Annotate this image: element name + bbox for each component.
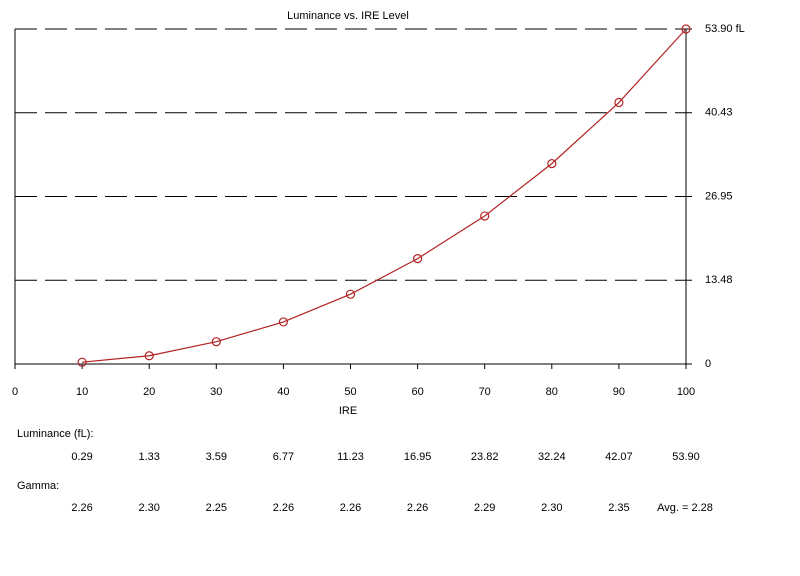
data-point [211,337,221,347]
gamma-average: Avg. = 2.28 [657,502,713,514]
gamma-value: 2.35 [608,502,629,514]
x-tick-label: 30 [210,386,222,398]
gamma-value: 2.30 [541,502,562,514]
data-point [413,254,423,264]
x-tick-label: 10 [76,386,88,398]
y-tick-label: 13.48 [705,274,733,286]
x-tick-label: 100 [677,386,695,398]
luminance-value: 53.90 [672,451,700,463]
luminance-value: 0.29 [71,451,92,463]
luminance-value: 11.23 [337,451,364,463]
x-tick-label: 60 [411,386,423,398]
x-tick-label: 50 [344,386,356,398]
luminance-value: 32.24 [538,451,566,463]
data-point [614,97,624,108]
data-point [77,357,87,367]
gamma-value: 2.26 [340,502,361,514]
x-tick-label: 40 [277,386,289,398]
x-tick-label: 0 [12,386,18,398]
gamma-value: 2.25 [206,502,227,514]
y-tick-label: 40.43 [705,107,733,119]
luminance-value: 16.95 [404,451,432,463]
luminance-value: 23.82 [471,451,499,463]
gamma-label: Gamma: [17,480,59,492]
gamma-value: 2.26 [407,502,428,514]
luminance-value: 6.77 [273,451,294,463]
chart-title: Luminance vs. IRE Level [287,10,409,22]
luminance-value: 1.33 [138,451,159,463]
gamma-value: 2.30 [138,502,159,514]
y-tick-label: 26.95 [705,190,733,202]
data-point [480,211,490,221]
data-point [345,289,356,299]
luminance-value: 3.59 [206,451,227,463]
luminance-value: 42.07 [605,451,633,463]
y-tick-label: 0 [705,358,711,370]
data-point [681,24,691,34]
x-tick-label: 90 [613,386,625,398]
y-tick-label: 53.90 fL [705,23,745,35]
x-tick-label: 70 [479,386,491,398]
x-tick-label: 20 [143,386,155,398]
data-point [144,351,154,361]
gamma-value: 2.26 [71,502,92,514]
x-tick-label: 80 [546,386,558,398]
data-point [547,159,557,169]
data-point [278,317,288,327]
gamma-value: 2.26 [273,502,294,514]
data-line [82,28,687,363]
luminance-label: Luminance (fL): [17,428,93,440]
gamma-value: 2.29 [474,502,495,514]
x-axis-label: IRE [339,405,357,417]
